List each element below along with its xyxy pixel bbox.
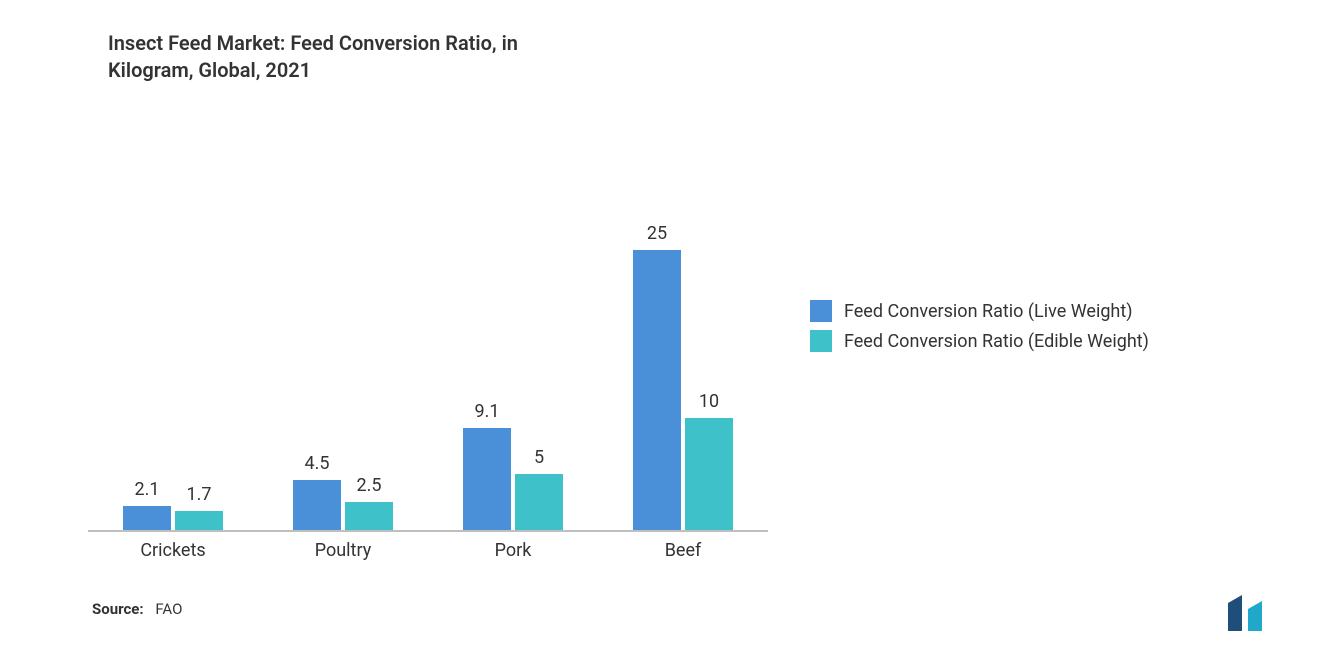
bar: [685, 418, 733, 530]
chart-container: Insect Feed Market: Feed Conversion Rati…: [0, 0, 1320, 665]
bar-value-label: 2.1: [123, 479, 171, 500]
category-group: 9.15: [428, 230, 598, 530]
bar: [463, 428, 511, 530]
bar-value-label: 2.5: [345, 475, 393, 496]
source-label: Source:: [92, 600, 144, 618]
legend-swatch: [810, 300, 832, 322]
legend: Feed Conversion Ratio (Live Weight) Feed …: [810, 300, 1149, 360]
legend-item: Feed Conversion Ratio (Edible Weight): [810, 330, 1149, 352]
category-label: Beef: [598, 540, 768, 561]
brand-logo: [1224, 595, 1282, 635]
legend-label: Feed Conversion Ratio (Edible Weight): [844, 331, 1149, 352]
bar: [175, 511, 223, 530]
category-group: 4.52.5: [258, 230, 428, 530]
category-group: 2510: [598, 230, 768, 530]
legend-swatch: [810, 330, 832, 352]
bar-value-label: 1.7: [175, 484, 223, 505]
bar-value-label: 9.1: [463, 401, 511, 422]
plot-area: 2.11.74.52.59.152510: [88, 230, 768, 530]
legend-label: Feed Conversion Ratio (Live Weight): [844, 301, 1133, 322]
category-group: 2.11.7: [88, 230, 258, 530]
bar-value-label: 4.5: [293, 453, 341, 474]
bar: [345, 502, 393, 530]
bar: [515, 474, 563, 530]
chart-title: Insect Feed Market: Feed Conversion Rati…: [108, 30, 548, 84]
bar: [633, 250, 681, 530]
bar-value-label: 25: [633, 223, 681, 244]
bar-value-label: 5: [515, 447, 563, 468]
source-line: Source: FAO: [92, 600, 182, 618]
bar: [293, 480, 341, 530]
bar: [123, 506, 171, 530]
bar-value-label: 10: [685, 391, 733, 412]
x-axis-line: [88, 530, 768, 532]
category-label: Poultry: [258, 540, 428, 561]
source-value: FAO: [155, 600, 182, 618]
category-label: Crickets: [88, 540, 258, 561]
legend-item: Feed Conversion Ratio (Live Weight): [810, 300, 1149, 322]
category-label: Pork: [428, 540, 598, 561]
